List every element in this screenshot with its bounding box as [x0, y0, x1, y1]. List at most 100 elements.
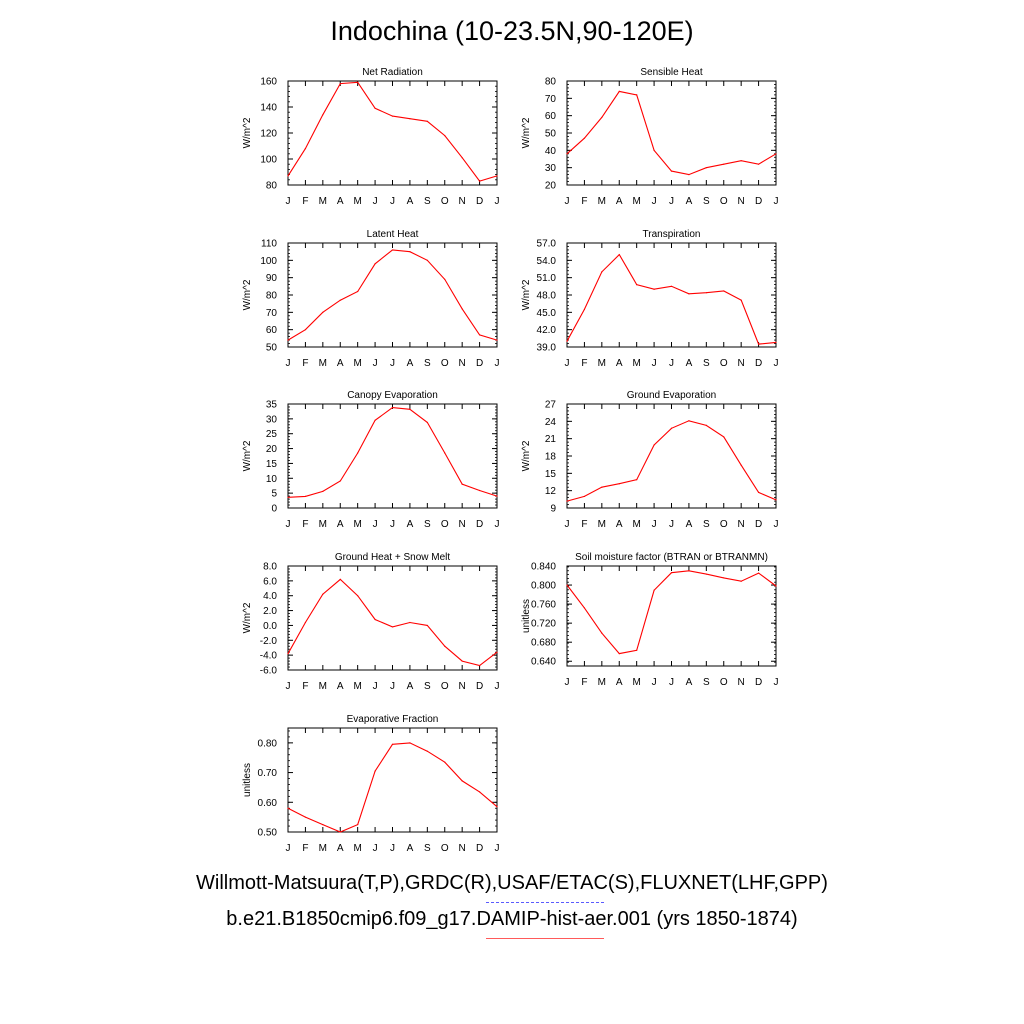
y-tick-label: 24: [545, 417, 557, 428]
x-tick-label: S: [703, 196, 710, 207]
y-axis-label: W/m^2: [242, 440, 253, 471]
data-point: [705, 424, 707, 426]
x-tick-label: J: [373, 196, 378, 207]
data-point: [374, 263, 376, 265]
x-tick-label: A: [407, 358, 414, 369]
x-tick-label: J: [390, 358, 395, 369]
x-tick-label: J: [565, 677, 570, 688]
data-point: [653, 444, 655, 446]
data-point: [705, 292, 707, 294]
x-tick-label: D: [476, 196, 483, 207]
series-line-1: [566, 90, 777, 176]
legend-model-line: [486, 938, 604, 939]
data-point: [287, 496, 289, 498]
x-tick-label: A: [407, 681, 414, 692]
x-tick-label: M: [598, 196, 606, 207]
data-point: [775, 499, 777, 501]
y-tick-label: 0.80: [258, 738, 278, 749]
data-point: [653, 149, 655, 151]
x-tick-label: M: [353, 196, 361, 207]
y-tick-label: 80: [266, 291, 278, 302]
x-tick-label: J: [774, 196, 779, 207]
x-tick-label: O: [720, 196, 728, 207]
y-tick-label: 15: [545, 469, 557, 480]
x-tick-label: A: [686, 677, 693, 688]
data-point: [740, 160, 742, 162]
y-tick-label: 27: [545, 400, 557, 411]
x-tick-label: O: [441, 196, 449, 207]
x-tick-label: N: [459, 681, 466, 692]
y-tick-label: -2.0: [260, 636, 278, 647]
data-point: [426, 120, 428, 122]
y-tick-label: 0.50: [258, 828, 278, 839]
y-tick-label: 39.0: [537, 343, 557, 354]
data-point: [461, 157, 463, 159]
data-point: [740, 580, 742, 582]
y-tick-label: 60: [266, 325, 278, 336]
data-point: [723, 290, 725, 292]
y-tick-label: 100: [260, 256, 277, 267]
data-point: [304, 148, 307, 150]
y-axis-label: W/m^2: [521, 440, 532, 471]
y-tick-label: 60: [545, 111, 557, 122]
x-tick-label: A: [407, 843, 414, 854]
data-point: [287, 339, 289, 341]
x-tick-label: M: [319, 681, 327, 692]
y-tick-label: 48.0: [537, 291, 557, 302]
y-tick-label: 0.70: [258, 768, 278, 779]
x-tick-label: O: [441, 358, 449, 369]
y-tick-label: 51.0: [537, 273, 557, 284]
data-point: [409, 408, 411, 410]
data-point: [583, 137, 586, 139]
x-tick-label: J: [390, 519, 395, 530]
data-point: [322, 114, 324, 116]
data-point: [357, 290, 359, 293]
data-point: [740, 299, 742, 301]
data-point: [636, 94, 638, 96]
data-point: [775, 585, 777, 587]
x-tick-label: D: [755, 677, 762, 688]
x-tick-label: A: [407, 519, 414, 530]
data-point: [478, 791, 481, 793]
data-point: [670, 572, 673, 574]
x-tick-label: M: [598, 677, 606, 688]
data-point: [688, 293, 690, 295]
y-tick-label: 25: [266, 429, 278, 440]
y-tick-label: 54.0: [537, 256, 557, 267]
data-point: [670, 170, 673, 172]
y-tick-label: 70: [545, 94, 557, 105]
plot-frame: [566, 565, 777, 667]
data-point: [357, 595, 359, 597]
series-line-1: [287, 81, 498, 182]
x-tick-label: M: [598, 358, 606, 369]
y-tick-label: 20: [266, 444, 278, 455]
x-tick-label: M: [632, 519, 640, 530]
data-point: [601, 486, 603, 488]
x-tick-label: S: [424, 843, 431, 854]
series-line-1: [287, 249, 498, 341]
x-tick-label: S: [424, 519, 431, 530]
data-point: [670, 427, 673, 429]
data-point: [409, 621, 411, 624]
y-axis-label: unitless: [521, 599, 532, 633]
x-tick-label: J: [669, 519, 674, 530]
data-point: [304, 329, 307, 331]
data-point: [566, 500, 568, 502]
data-point: [444, 278, 446, 280]
x-tick-label: J: [286, 843, 291, 854]
data-point: [496, 339, 498, 341]
x-tick-label: F: [581, 519, 587, 530]
data-point: [322, 593, 324, 595]
y-tick-label: 6.0: [263, 576, 277, 587]
data-point: [426, 750, 428, 752]
data-point: [705, 167, 707, 169]
data-point: [391, 406, 394, 409]
y-tick-label: 35: [266, 400, 278, 411]
chart-title: Transpiration: [643, 229, 701, 240]
chart-panel-9: Evaporative Fraction unitless 0.50 0.60 0.70…: [242, 714, 500, 854]
